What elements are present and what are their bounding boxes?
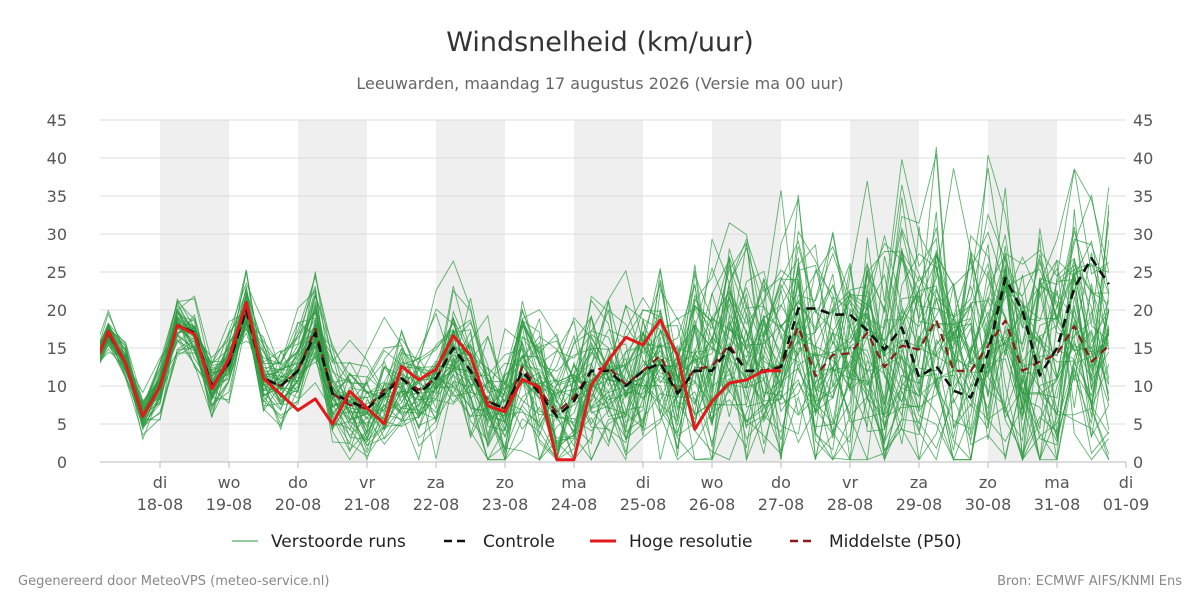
x-tick-day: di <box>636 473 651 492</box>
x-tick-date: 01-09 <box>1103 495 1150 514</box>
x-tick-date: 20-08 <box>275 495 322 514</box>
x-tick-date: 25-08 <box>620 495 667 514</box>
ensemble-member-line <box>100 221 1110 460</box>
y-axis-left: 0 5 10 15 20 25 30 35 40 45 <box>47 111 67 472</box>
x-tick-date: 19-08 <box>206 495 253 514</box>
x-tick-date: 18-08 <box>137 495 184 514</box>
x-tick-day: di <box>153 473 168 492</box>
y-tick-label: 15 <box>47 339 67 358</box>
ensemble-member-line <box>100 167 1110 461</box>
ensemble-member-line <box>100 190 1110 461</box>
ensemble-member-line <box>100 169 1110 445</box>
y-tick-label: 5 <box>1133 415 1143 434</box>
y-tick-label: 20 <box>47 301 67 320</box>
series-line-control <box>100 256 1110 418</box>
y-tick-label: 35 <box>1133 187 1153 206</box>
y-tick-label: 0 <box>1133 453 1143 472</box>
x-tick-date: 23-08 <box>482 495 529 514</box>
x-tick-day: wo <box>218 473 241 492</box>
footer-source: Bron: ECMWF AIFS/KNMI Ens <box>997 574 1182 589</box>
shaded-day-band <box>160 120 229 462</box>
x-tick-day: wo <box>701 473 724 492</box>
x-tick-day: do <box>771 473 791 492</box>
y-tick-label: 30 <box>1133 225 1153 244</box>
x-tick-date: 31-08 <box>1034 495 1081 514</box>
x-tick-date: 27-08 <box>758 495 805 514</box>
chart-title: Windsnelheid (km/uur) <box>446 27 754 58</box>
legend-label: Middelste (P50) <box>829 532 962 552</box>
ensemble-member-line <box>100 230 1110 436</box>
x-tick-day: vr <box>842 473 858 492</box>
ensemble-member-line <box>100 210 1110 461</box>
chart-subtitle: Leeuwarden, maandag 17 augustus 2026 (Ve… <box>356 74 843 93</box>
y-tick-label: 40 <box>1133 149 1153 168</box>
x-tick-date: 29-08 <box>896 495 943 514</box>
y-tick-label: 45 <box>1133 111 1153 130</box>
x-tick-date: 26-08 <box>689 495 736 514</box>
shaded-day-band <box>712 120 781 462</box>
footer-generator: Gegenereerd door MeteoVPS (meteo-service… <box>18 574 329 589</box>
x-tick-day: vr <box>359 473 375 492</box>
main-series <box>100 256 1110 462</box>
y-tick-label: 20 <box>1133 301 1153 320</box>
ensemble-member-line <box>100 159 1110 462</box>
x-tick-date: 28-08 <box>827 495 874 514</box>
x-tick-day: do <box>288 473 308 492</box>
x-axis: di 18-08 wo 19-08 do 20-08 vr 21-08 za 22-08 zo 23-… <box>137 462 1150 514</box>
y-tick-label: 25 <box>1133 263 1153 282</box>
x-tick-day: di <box>1119 473 1134 492</box>
ensemble-member-line <box>100 167 1110 461</box>
legend: Verstoorde runs Controle Hoge resolutie Mid… <box>232 532 962 552</box>
y-tick-label: 40 <box>47 149 67 168</box>
x-tick-day: za <box>427 473 445 492</box>
y-tick-label: 0 <box>57 453 67 472</box>
x-tick-day: ma <box>1044 473 1069 492</box>
y-tick-label: 15 <box>1133 339 1153 358</box>
ensemble-member-line <box>100 255 1110 439</box>
y-tick-label: 10 <box>47 377 67 396</box>
ensemble-member-line <box>100 263 1110 461</box>
x-tick-date: 30-08 <box>965 495 1012 514</box>
y-tick-label: 10 <box>1133 377 1153 396</box>
legend-label: Verstoorde runs <box>271 532 406 552</box>
x-tick-day: za <box>910 473 928 492</box>
legend-label: Controle <box>483 532 555 552</box>
x-tick-day: zo <box>979 473 997 492</box>
legend-label: Hoge resolutie <box>629 532 753 552</box>
x-tick-date: 24-08 <box>551 495 598 514</box>
x-tick-date: 22-08 <box>413 495 460 514</box>
x-tick-date: 21-08 <box>344 495 391 514</box>
x-tick-day: zo <box>496 473 514 492</box>
x-tick-day: ma <box>561 473 586 492</box>
ensemble-member-line <box>100 153 1110 461</box>
y-tick-label: 25 <box>47 263 67 282</box>
y-axis-right: 0 5 10 15 20 25 30 35 40 45 <box>1133 111 1153 472</box>
y-tick-label: 35 <box>47 187 67 206</box>
y-tick-label: 30 <box>47 225 67 244</box>
series-line-hres <box>100 300 781 462</box>
y-tick-label: 5 <box>57 415 67 434</box>
y-tick-label: 45 <box>47 111 67 130</box>
